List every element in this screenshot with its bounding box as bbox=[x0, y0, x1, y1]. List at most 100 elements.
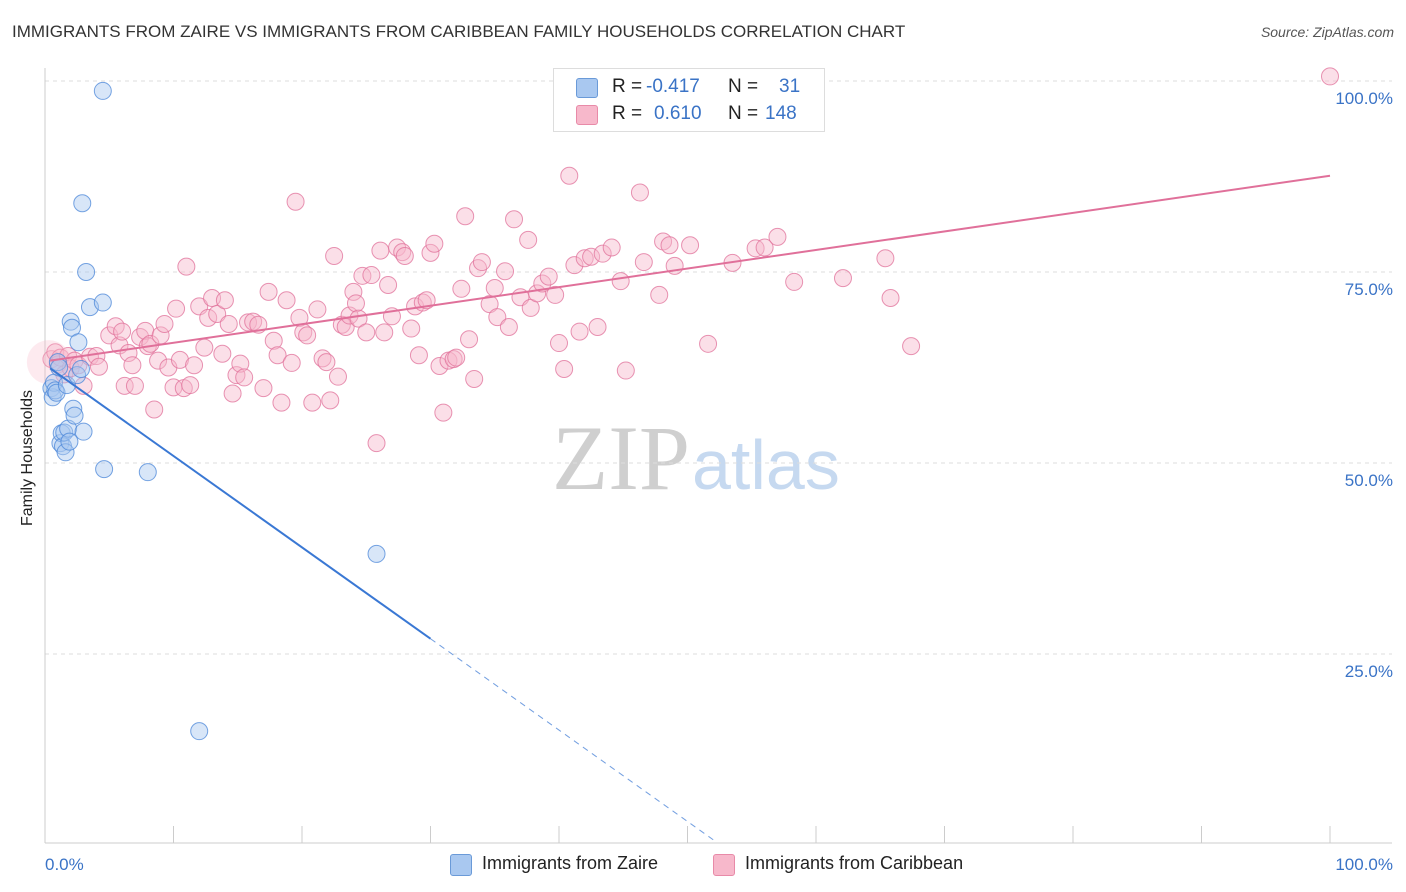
data-point bbox=[375, 323, 394, 342]
trend-line-caribbean bbox=[49, 174, 1331, 362]
axes bbox=[44, 68, 1392, 844]
data-point bbox=[362, 266, 381, 285]
data-point bbox=[167, 299, 186, 318]
data-point bbox=[181, 376, 200, 395]
chart-source: Source: ZipAtlas.com bbox=[1260, 24, 1394, 40]
stats-n-label: N = bbox=[728, 103, 759, 124]
data-point bbox=[417, 291, 436, 310]
data-point bbox=[138, 463, 157, 482]
data-point bbox=[550, 334, 568, 353]
data-point bbox=[131, 327, 150, 346]
data-point bbox=[460, 330, 479, 349]
data-point bbox=[308, 300, 327, 319]
data-point bbox=[367, 434, 386, 453]
data-point bbox=[195, 338, 214, 357]
trend-lines bbox=[49, 174, 1331, 841]
data-point bbox=[349, 309, 368, 328]
legend-label-zaire: Immigrants from Zaire bbox=[482, 853, 659, 873]
data-point bbox=[149, 351, 168, 370]
data-point bbox=[155, 314, 174, 333]
stats-n-value: 31 bbox=[779, 76, 801, 97]
data-point bbox=[357, 323, 376, 342]
data-point bbox=[555, 360, 574, 379]
data-point bbox=[575, 249, 594, 268]
data-point bbox=[488, 308, 507, 327]
data-point bbox=[344, 282, 363, 301]
data-point bbox=[570, 322, 589, 341]
data-point bbox=[199, 308, 218, 327]
data-point bbox=[213, 344, 232, 363]
data-point bbox=[317, 353, 336, 372]
data-point bbox=[353, 266, 372, 285]
data-point bbox=[409, 346, 428, 365]
data-point bbox=[268, 346, 287, 365]
data-point bbox=[539, 267, 558, 286]
data-point bbox=[56, 443, 75, 462]
data-point bbox=[59, 419, 78, 438]
data-point bbox=[290, 308, 309, 327]
data-point bbox=[833, 269, 852, 288]
data-point bbox=[89, 357, 108, 376]
data-point bbox=[630, 183, 649, 202]
data-point bbox=[582, 247, 601, 266]
data-point bbox=[190, 722, 209, 741]
data-point bbox=[65, 406, 84, 425]
data-point bbox=[325, 246, 344, 265]
data-point bbox=[588, 318, 607, 337]
data-point bbox=[371, 241, 390, 260]
data-point bbox=[282, 353, 301, 372]
data-point bbox=[452, 279, 471, 298]
data-point bbox=[244, 312, 263, 331]
data-point bbox=[768, 227, 787, 246]
data-point bbox=[93, 81, 112, 100]
series-caribbean bbox=[26, 67, 1339, 453]
data-point bbox=[650, 285, 669, 304]
data-point bbox=[73, 194, 92, 213]
data-point bbox=[496, 262, 515, 281]
data-point bbox=[64, 399, 83, 418]
stats-box: R = -0.417 N = 31 R = 0.610 N = 148 bbox=[553, 68, 825, 132]
data-point bbox=[785, 272, 804, 291]
data-point bbox=[367, 544, 386, 563]
data-point bbox=[560, 166, 579, 185]
stats-n-value: 148 bbox=[765, 103, 797, 124]
data-point bbox=[264, 331, 283, 350]
trend-line-zaire bbox=[49, 367, 432, 640]
data-point bbox=[113, 322, 132, 341]
data-point bbox=[47, 383, 66, 402]
data-point bbox=[447, 348, 466, 367]
data-point bbox=[395, 246, 414, 265]
data-point bbox=[74, 422, 93, 441]
data-point bbox=[303, 393, 322, 412]
x-tick-label-left: 0.0% bbox=[45, 855, 84, 874]
data-point bbox=[177, 257, 196, 276]
data-point bbox=[681, 236, 700, 255]
legend-label-caribbean: Immigrants from Caribbean bbox=[745, 853, 964, 873]
data-point bbox=[125, 376, 144, 395]
data-point bbox=[425, 234, 444, 253]
trend-line-zaire-extension bbox=[430, 638, 714, 841]
x-tick-label-right: 100.0% bbox=[1335, 855, 1393, 874]
data-point bbox=[215, 291, 234, 310]
data-point bbox=[61, 312, 80, 331]
data-point bbox=[421, 243, 440, 262]
watermark-atlas: atlas bbox=[692, 426, 840, 504]
data-point bbox=[71, 360, 90, 379]
data-point bbox=[254, 379, 273, 398]
data-point bbox=[902, 337, 921, 356]
data-point bbox=[660, 236, 679, 255]
data-point bbox=[593, 244, 612, 263]
data-point bbox=[611, 272, 630, 291]
data-point bbox=[746, 239, 765, 258]
data-point bbox=[259, 282, 278, 301]
data-point bbox=[485, 279, 504, 298]
stats-n-label: N = bbox=[728, 76, 759, 97]
data-point bbox=[321, 391, 340, 410]
data-point bbox=[115, 376, 134, 395]
series-zaire bbox=[42, 81, 386, 741]
data-point bbox=[881, 288, 900, 307]
data-point bbox=[346, 294, 365, 313]
data-point bbox=[272, 393, 291, 412]
data-point bbox=[93, 293, 112, 312]
